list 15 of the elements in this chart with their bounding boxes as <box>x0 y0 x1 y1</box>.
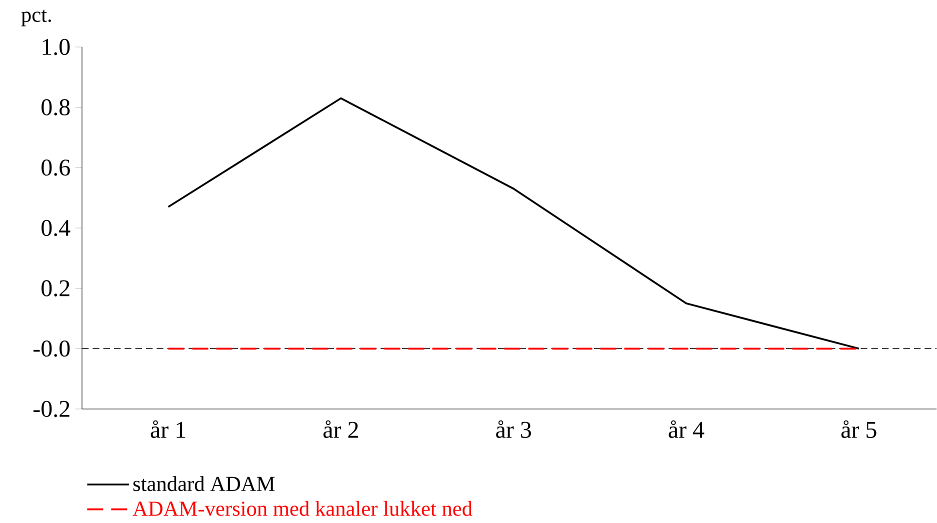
y-tick-label: 0.4 <box>42 220 70 236</box>
x-tick-label: år 1 <box>150 420 186 438</box>
legend-label: standard ADAM <box>133 476 275 492</box>
x-tick-label: år 2 <box>323 420 358 438</box>
y-tick-label: 0.6 <box>42 159 70 176</box>
legend-label: ADAM-version med kanaler lukket ned <box>132 500 472 516</box>
x-tick-label: år 3 <box>496 420 531 438</box>
x-tick-label: år 5 <box>841 420 876 438</box>
y-axis-title: pct. <box>21 10 51 26</box>
y-tick-label: 0.8 <box>42 99 70 116</box>
y-tick-label: 0.2 <box>42 280 70 296</box>
x-tick-label: år 4 <box>668 420 704 438</box>
y-tick-label: -0.2 <box>34 400 70 418</box>
y-tick-label: -0.0 <box>34 340 70 357</box>
y-tick-label: 1.0 <box>42 38 70 56</box>
